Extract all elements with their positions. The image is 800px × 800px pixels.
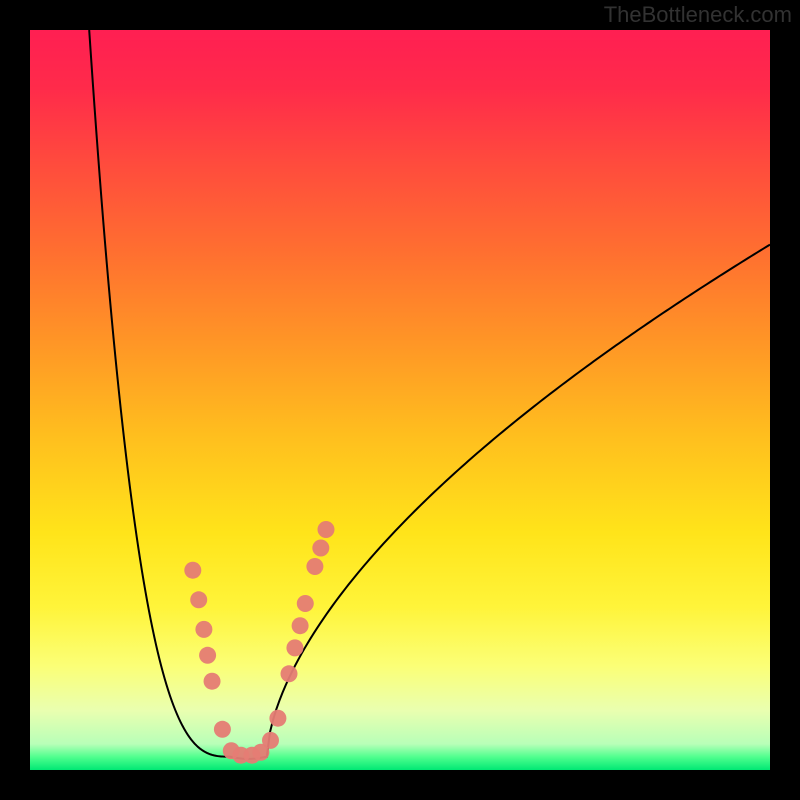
plot-area	[30, 30, 770, 770]
bottleneck-curve	[89, 30, 770, 759]
marker-dot	[312, 540, 329, 557]
marker-dot	[199, 647, 216, 664]
marker-dot	[184, 562, 201, 579]
marker-dot	[297, 595, 314, 612]
marker-dot	[190, 591, 207, 608]
marker-dot	[292, 617, 309, 634]
marker-dot	[262, 732, 279, 749]
marker-dot	[281, 665, 298, 682]
marker-dot	[306, 558, 323, 575]
chart-frame: TheBottleneck.com	[0, 0, 800, 800]
watermark-text: TheBottleneck.com	[604, 2, 792, 28]
marker-dot	[204, 673, 221, 690]
marker-dot	[195, 621, 212, 638]
marker-dot	[286, 639, 303, 656]
marker-dot	[269, 710, 286, 727]
marker-dot	[318, 521, 335, 538]
curve-svg	[30, 30, 770, 770]
marker-dot	[214, 721, 231, 738]
